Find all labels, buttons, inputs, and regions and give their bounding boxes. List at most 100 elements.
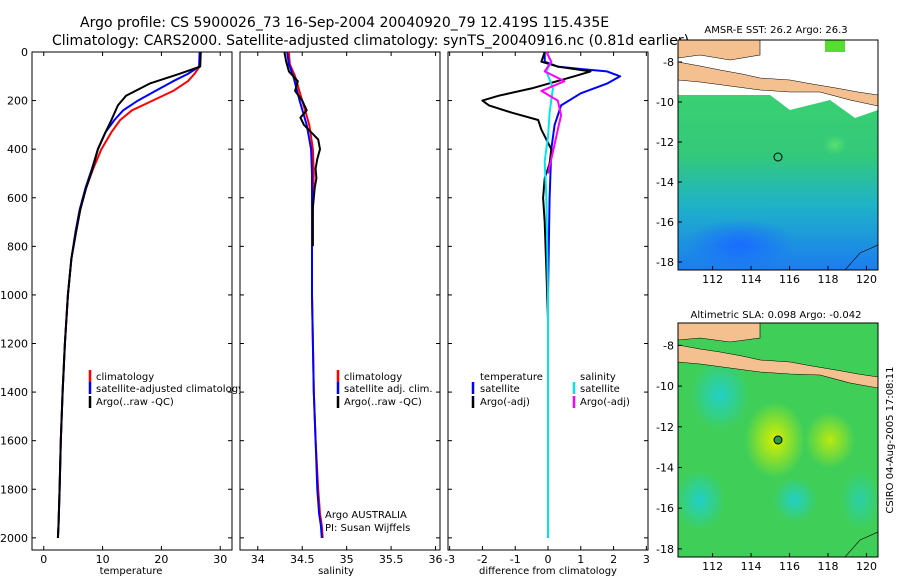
sst-coastal-green bbox=[825, 40, 845, 52]
map-x-tick-label: 114 bbox=[741, 273, 762, 286]
legend-label-argo: Argo(..raw -QC) bbox=[344, 397, 422, 408]
series-argo-raw-qc bbox=[283, 52, 321, 247]
title-line-1: Argo profile: CS 5900026_73 16-Sep-2004 … bbox=[80, 15, 609, 31]
sla-map: Altimetric SLA: 0.098 Argo: -0.042 112 11… bbox=[656, 310, 879, 573]
sla-land-java bbox=[678, 344, 878, 389]
legend-heading-temperature: temperature bbox=[480, 372, 543, 383]
legend-label-satellite: satellite adj. clim. bbox=[344, 384, 433, 395]
sla-land-north bbox=[678, 323, 761, 343]
map-x-tick-label: 114 bbox=[741, 560, 762, 573]
salinity-annotation-2: PI: Susan Wijffels bbox=[325, 523, 410, 534]
sst-land-australia bbox=[844, 244, 878, 270]
sla-low-patch-3 bbox=[773, 478, 817, 522]
map-x-tick-label: 118 bbox=[818, 273, 839, 286]
legend-heading-salinity: salinity bbox=[580, 372, 616, 383]
map-x-tick-label: 112 bbox=[702, 273, 723, 286]
x-tick-label: 34 bbox=[251, 553, 265, 566]
map-x-tick-label: 120 bbox=[856, 560, 877, 573]
map-y-tick-label: -12 bbox=[656, 136, 674, 149]
legend-label-climatology: climatology bbox=[344, 372, 402, 383]
legend-label-temp-argo: Argo(-adj) bbox=[480, 397, 530, 408]
map-y-tick-label: -16 bbox=[656, 216, 674, 229]
sst-map-frame bbox=[677, 39, 879, 271]
legend-label-satellite: satellite-adjusted climatology bbox=[96, 384, 244, 395]
sla-map-frame bbox=[677, 322, 879, 558]
sla-map-title: Altimetric SLA: 0.098 Argo: -0.042 bbox=[691, 310, 862, 321]
y-tick-label: 1000 bbox=[0, 289, 28, 302]
legend-label-temp-satellite: satellite bbox=[480, 384, 520, 395]
salinity-xlabel: salinity bbox=[318, 566, 354, 577]
x-tick-label: 36 bbox=[429, 553, 443, 566]
temperature-legend: climatology satellite-adjusted climatolo… bbox=[88, 370, 244, 408]
x-tick-label: 30 bbox=[213, 553, 227, 566]
temperature-panel-frame bbox=[31, 51, 233, 551]
sst-map-title: AMSR-E SST: 26.2 Argo: 26.3 bbox=[704, 25, 847, 36]
y-tick-label: 1600 bbox=[0, 435, 28, 448]
map-x-tick-label: 120 bbox=[856, 273, 877, 286]
x-tick-label: 35 bbox=[340, 553, 354, 566]
y-tick-label: 1800 bbox=[0, 483, 28, 496]
x-tick-label: 2 bbox=[610, 553, 617, 566]
sla-high-patch-2 bbox=[805, 412, 855, 468]
legend-label-climatology: climatology bbox=[96, 372, 154, 383]
series-argo-raw-qc bbox=[56, 52, 202, 538]
difference-panel: -3 -2 -1 0 1 2 3 difference from climatology t… bbox=[444, 51, 650, 577]
x-tick-label: -2 bbox=[477, 553, 488, 566]
salinity-annotation-1: Argo AUSTRALIA bbox=[325, 510, 407, 521]
salinity-legend: climatology satellite adj. clim. Argo(..… bbox=[336, 370, 433, 408]
y-tick-label: 1200 bbox=[0, 338, 28, 351]
map-x-tick-label: 116 bbox=[779, 273, 800, 286]
y-tick-label: 200 bbox=[7, 95, 28, 108]
title-line-2: Climatology: CARS2000. Satellite-adjuste… bbox=[52, 33, 689, 49]
x-tick-label: 34.5 bbox=[290, 553, 315, 566]
sla-argo-marker bbox=[773, 435, 783, 445]
map-y-tick-label: -14 bbox=[656, 176, 674, 189]
map-y-tick-label: -10 bbox=[656, 96, 674, 109]
sst-warm-patch bbox=[823, 135, 847, 155]
map-y-tick-label: -16 bbox=[656, 502, 674, 515]
x-tick-label: -1 bbox=[510, 553, 521, 566]
map-y-tick-label: -14 bbox=[656, 461, 674, 474]
y-tick-label: 2000 bbox=[0, 532, 28, 545]
sla-land-australia bbox=[844, 531, 878, 557]
map-y-tick-label: -18 bbox=[656, 256, 674, 269]
sst-argo-marker bbox=[773, 152, 783, 162]
csiro-stamp: CSIRO 04-Aug-2005 17:08:11 bbox=[885, 366, 896, 513]
map-x-tick-label: 118 bbox=[818, 560, 839, 573]
x-tick-label: 20 bbox=[154, 553, 168, 566]
x-tick-label: 35.5 bbox=[379, 553, 404, 566]
difference-xlabel: difference from climatology bbox=[479, 566, 617, 577]
y-tick-label: 1400 bbox=[0, 386, 28, 399]
x-tick-label: 3 bbox=[643, 553, 650, 566]
series-temperature-argo-adj bbox=[481, 52, 592, 368]
x-tick-label: -3 bbox=[444, 553, 455, 566]
salinity-panel-frame bbox=[239, 51, 441, 551]
map-y-tick-label: -8 bbox=[663, 56, 674, 69]
map-y-tick-label: -18 bbox=[656, 543, 674, 556]
map-y-tick-label: -10 bbox=[656, 380, 674, 393]
sla-low-patch-2 bbox=[678, 470, 725, 530]
map-y-tick-label: -8 bbox=[663, 339, 674, 352]
difference-legend-salinity: salinity satellite Argo(-adj) bbox=[572, 372, 630, 408]
y-tick-label: 0 bbox=[21, 46, 28, 59]
sla-low-patch-1 bbox=[690, 360, 750, 430]
x-tick-label: 0 bbox=[40, 553, 47, 566]
sst-land-java bbox=[678, 61, 878, 107]
sla-low-patch-4 bbox=[840, 470, 878, 530]
x-tick-label: 1 bbox=[577, 553, 584, 566]
x-tick-label: 10 bbox=[96, 553, 110, 566]
temperature-xlabel: temperature bbox=[100, 566, 163, 577]
map-x-tick-label: 112 bbox=[702, 560, 723, 573]
legend-label-sal-argo: Argo(-adj) bbox=[580, 397, 630, 408]
legend-label-argo: Argo(..raw -QC) bbox=[96, 397, 174, 408]
y-tick-label: 600 bbox=[7, 192, 28, 205]
temperature-panel: 0 10 20 30 0 200 400 600 800 1000 1200 1400 1600 1800… bbox=[0, 46, 244, 577]
y-tick-label: 400 bbox=[7, 143, 28, 156]
x-tick-label: 0 bbox=[545, 553, 552, 566]
salinity-panel: 34 34.5 35 35.5 36 salinity climatology sate… bbox=[239, 51, 443, 577]
map-x-tick-label: 116 bbox=[779, 560, 800, 573]
map-y-tick-label: -12 bbox=[656, 421, 674, 434]
sst-land-north bbox=[678, 40, 761, 61]
difference-legend-temperature: temperature satellite Argo(-adj) bbox=[471, 372, 543, 408]
